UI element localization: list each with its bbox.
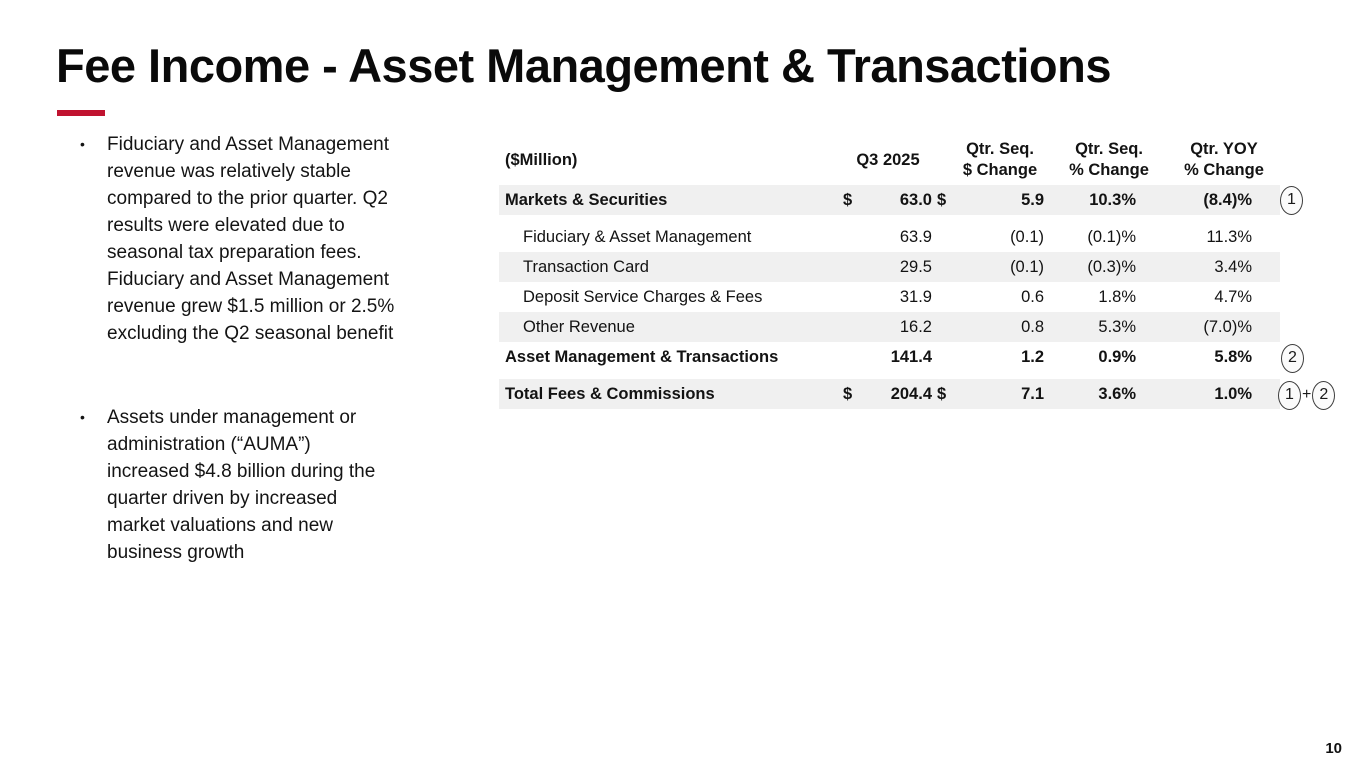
- cell-q3-value: 204.4: [890, 384, 932, 403]
- column-header-q3-2025: Q3 2025: [856, 150, 920, 169]
- cell-q3-value: 63.9: [899, 227, 932, 246]
- row-label: Transaction Card: [523, 257, 649, 276]
- row-label: Deposit Service Charges & Fees: [523, 287, 763, 306]
- annotation-circle-1-plus-2: 1 + 2: [1278, 380, 1336, 410]
- dollar-sign: $: [937, 384, 947, 403]
- table-row-total-fees-commissions: Total Fees & Commissions $ 204.4 $ 7.1 3…: [499, 379, 1280, 409]
- page-title: Fee Income - Asset Management & Transact…: [56, 39, 1111, 92]
- row-label: Other Revenue: [523, 317, 635, 336]
- bullet-text-fiduciary: Fiduciary and Asset Management revenue w…: [107, 134, 395, 344]
- cell-q3-value: 63.0: [899, 190, 932, 209]
- cell-q3-value: 141.4: [890, 347, 932, 366]
- cell-seq-dollar-change: 5.9: [1021, 190, 1044, 209]
- column-header-seq-dollar-change: Qtr. Seq. $ Change: [962, 140, 1038, 179]
- cell-seq-dollar-change: 0.8: [1021, 317, 1044, 336]
- dollar-sign: $: [937, 190, 947, 209]
- cell-seq-dollar-change: 0.6: [1021, 287, 1044, 306]
- row-label: Asset Management & Transactions: [505, 347, 779, 366]
- cell-yoy-pct-change: (8.4)%: [1203, 190, 1252, 209]
- annotation-circle-2: 2: [1281, 343, 1304, 373]
- circled-number-icon: 2: [1312, 380, 1336, 410]
- cell-yoy-pct-change: 1.0%: [1214, 384, 1252, 403]
- circled-number-icon: 1: [1278, 380, 1301, 410]
- cell-seq-pct-change: (0.3)%: [1087, 257, 1136, 276]
- column-header-yoy-pct-change: Qtr. YOY % Change: [1184, 140, 1264, 179]
- annotation-circle-1: 1: [1280, 185, 1303, 215]
- cell-seq-pct-change: 3.6%: [1098, 384, 1136, 403]
- dollar-sign: $: [843, 384, 853, 403]
- cell-seq-pct-change: 5.3%: [1098, 317, 1136, 336]
- list-item: • Fiduciary and Asset Management revenue…: [80, 131, 490, 347]
- page-number: 10: [1325, 740, 1342, 757]
- row-label: Fiduciary & Asset Management: [523, 227, 752, 246]
- table-row-transaction-card: Transaction Card 29.5 (0.1) (0.3)% 3.4%: [499, 252, 1280, 282]
- table-row-fiduciary-asset-management: Fiduciary & Asset Management 63.9 (0.1) …: [499, 222, 1280, 252]
- bullet-icon: •: [80, 136, 85, 152]
- cell-seq-dollar-change: (0.1): [1010, 227, 1044, 246]
- title-accent-rule: [57, 110, 105, 116]
- list-item: • Assets under management or administrat…: [80, 404, 490, 566]
- table-row-asset-management-transactions: Asset Management & Transactions 141.4 1.…: [499, 342, 1280, 372]
- cell-seq-dollar-change: (0.1): [1010, 257, 1044, 276]
- circled-number-icon: 2: [1281, 343, 1304, 373]
- cell-seq-dollar-change: 1.2: [1021, 347, 1044, 366]
- row-label: Total Fees & Commissions: [505, 384, 715, 403]
- cell-yoy-pct-change: 4.7%: [1214, 287, 1252, 306]
- table-row-other-revenue: Other Revenue 16.2 0.8 5.3% (7.0)%: [499, 312, 1280, 342]
- cell-seq-pct-change: 10.3%: [1089, 190, 1136, 209]
- cell-q3-value: 16.2: [899, 317, 932, 336]
- plus-sign: +: [1302, 386, 1312, 403]
- cell-q3-value: 31.9: [899, 287, 932, 306]
- table-header-row: ($Million) Q3 2025 Qtr. Seq. $ Change Qt…: [499, 135, 1280, 185]
- bullet-list: • Fiduciary and Asset Management revenue…: [80, 131, 490, 566]
- fee-income-table: ($Million) Q3 2025 Qtr. Seq. $ Change Qt…: [499, 135, 1280, 409]
- bullet-icon: •: [80, 409, 85, 425]
- bullet-text-auma: Assets under management or administratio…: [107, 407, 376, 563]
- dollar-sign: $: [843, 190, 853, 209]
- row-spacer: [499, 215, 1280, 222]
- row-spacer: [499, 372, 1280, 379]
- column-header-unit: ($Million): [505, 150, 578, 169]
- cell-seq-pct-change: (0.1)%: [1087, 227, 1136, 246]
- table-row-deposit-service-charges: Deposit Service Charges & Fees 31.9 0.6 …: [499, 282, 1280, 312]
- cell-yoy-pct-change: (7.0)%: [1203, 317, 1252, 336]
- cell-seq-dollar-change: 7.1: [1021, 384, 1044, 403]
- cell-yoy-pct-change: 5.8%: [1214, 347, 1252, 366]
- cell-seq-pct-change: 0.9%: [1098, 347, 1136, 366]
- circled-number-icon: 1: [1280, 185, 1303, 215]
- column-header-seq-pct-change: Qtr. Seq. % Change: [1069, 140, 1149, 179]
- cell-yoy-pct-change: 3.4%: [1214, 257, 1252, 276]
- row-label: Markets & Securities: [505, 190, 668, 209]
- cell-q3-value: 29.5: [899, 257, 932, 276]
- cell-seq-pct-change: 1.8%: [1098, 287, 1136, 306]
- cell-yoy-pct-change: 11.3%: [1206, 227, 1252, 246]
- table-row-markets-securities: Markets & Securities $ 63.0 $ 5.9 10.3% …: [499, 185, 1280, 215]
